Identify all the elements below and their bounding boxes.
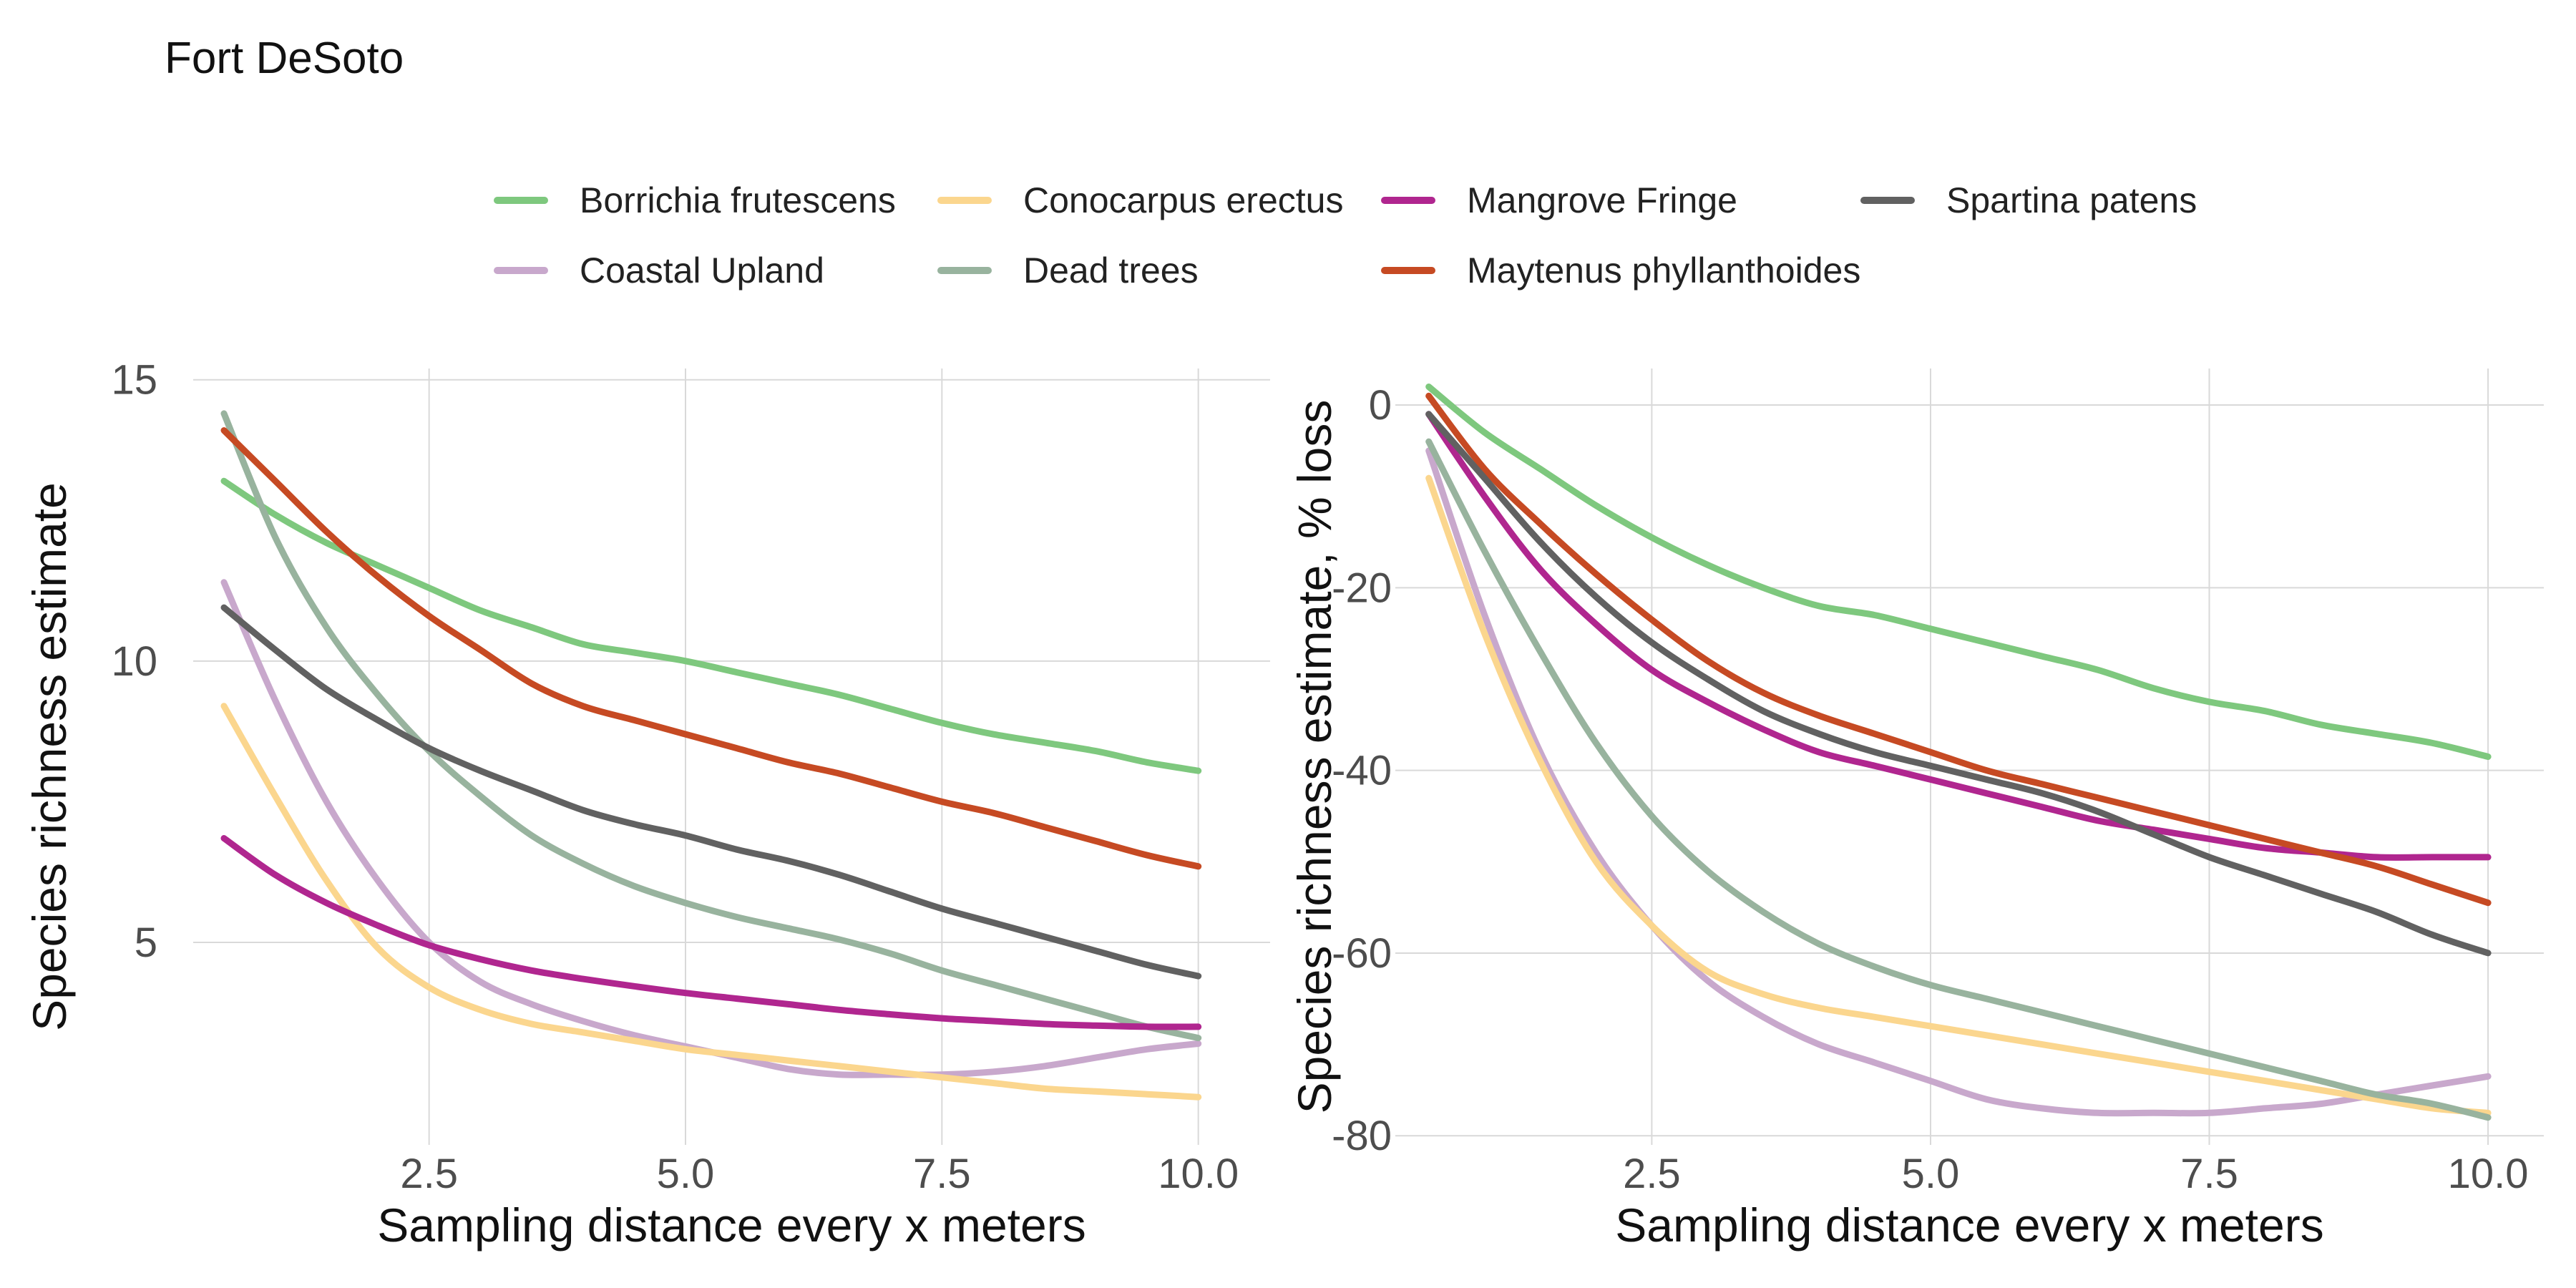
legend-key-mangrove-fringe: [1381, 197, 1435, 204]
legend-label: Borrichia frutescens: [580, 180, 896, 220]
y-tick-label: 0: [1369, 382, 1392, 429]
series-line-dead-trees: [1425, 438, 2492, 1121]
legend-item-conocarpus-erectus: Conocarpus erectus: [937, 179, 1381, 222]
x-tick-label: 10.0: [2448, 1151, 2529, 1197]
y-tick-label: 10: [111, 638, 157, 685]
legend-item-maytenus-phyllanthoides: Maytenus phyllanthoides: [1381, 249, 1860, 292]
chart-panel-2: 0 -20 -40 -60 -80 2.5 5.0 7.5 10.0 Sampling dista…: [1288, 369, 2544, 1252]
series-line-spartina-patens: [1425, 411, 2492, 957]
series-line-maytenus-phyllanthoides: [1425, 392, 2492, 907]
series-line-coastal-upland: [1425, 447, 2492, 1117]
y-tick-label: -60: [1332, 930, 1392, 977]
x-tick-label: 5.0: [657, 1151, 715, 1197]
legend-key-dead-trees: [937, 267, 992, 274]
legend-key-borrichia-frutescens: [494, 197, 548, 204]
series-line-dead-trees: [220, 410, 1202, 1042]
series-line-borrichia-frutescens: [220, 477, 1202, 774]
legend-label: Spartina patens: [1946, 180, 2197, 220]
legend: Borrichia frutescens Conocarpus erectus …: [494, 179, 2283, 292]
legend-label: Conocarpus erectus: [1023, 180, 1344, 220]
series-line-borrichia-frutescens: [1425, 384, 2492, 760]
chart-panel-1: 5 10 15 2.5 5.0 7.5 10.0 Sampling distance ever…: [23, 357, 1270, 1252]
legend-label: Mangrove Fringe: [1467, 180, 1737, 220]
legend-label: Dead trees: [1023, 250, 1199, 291]
series-line-spartina-patens: [220, 604, 1202, 980]
legend-label: Maytenus phyllanthoides: [1467, 250, 1861, 291]
x-tick-label: 7.5: [913, 1151, 971, 1197]
x-tick-label: 2.5: [1623, 1151, 1681, 1197]
figure-title: Fort DeSoto: [165, 34, 404, 83]
series-line-conocarpus-erectus: [1425, 474, 2492, 1116]
y-axis-title: Species richness estimate: [23, 482, 76, 1031]
x-tick-label: 7.5: [2180, 1151, 2238, 1197]
series-line-mangrove-fringe: [220, 835, 1202, 1030]
x-tick-label: 5.0: [1902, 1151, 1960, 1197]
legend-key-coastal-upland: [494, 267, 548, 274]
y-tick-label: -80: [1332, 1113, 1392, 1159]
y-tick-label: -40: [1332, 748, 1392, 794]
x-axis-title: Sampling distance every x meters: [1615, 1199, 2323, 1252]
y-axis-title: Species richness estimate, % loss: [1288, 400, 1341, 1114]
legend-item-mangrove-fringe: Mangrove Fringe: [1381, 179, 1860, 222]
y-tick-label: -20: [1332, 565, 1392, 611]
x-tick-label: 10.0: [1158, 1151, 1239, 1197]
legend-item-dead-trees: Dead trees: [937, 249, 1381, 292]
legend-item-coastal-upland: Coastal Upland: [494, 249, 937, 292]
x-tick-label: 2.5: [400, 1151, 458, 1197]
legend-key-maytenus-phyllanthoides: [1381, 267, 1435, 274]
legend-item-spartina-patens: Spartina patens: [1860, 179, 2261, 222]
legend-label: Coastal Upland: [580, 250, 824, 291]
x-axis-title: Sampling distance every x meters: [377, 1199, 1085, 1252]
y-tick-label: 5: [135, 919, 157, 966]
legend-key-conocarpus-erectus: [937, 197, 992, 204]
series-line-maytenus-phyllanthoides: [220, 427, 1202, 870]
legend-item-borrichia-frutescens: Borrichia frutescens: [494, 179, 937, 222]
series-line-conocarpus-erectus: [220, 703, 1202, 1101]
legend-key-spartina-patens: [1860, 197, 1915, 204]
y-tick-label: 15: [111, 357, 157, 404]
